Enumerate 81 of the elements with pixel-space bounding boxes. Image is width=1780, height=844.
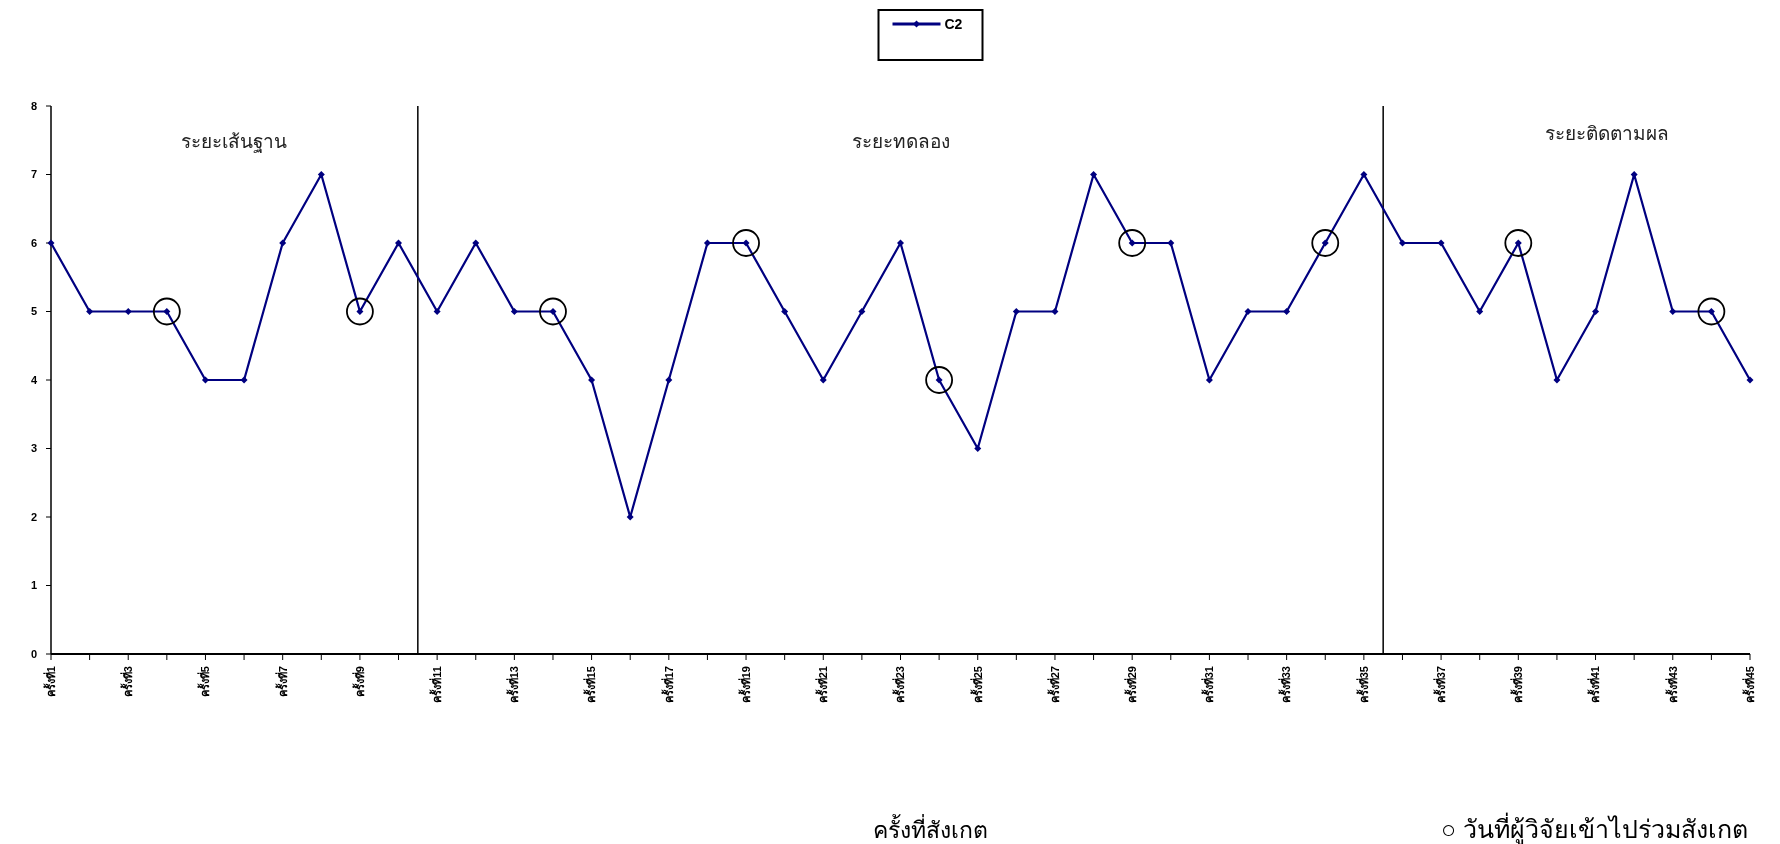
point [1437, 239, 1445, 247]
x-tick-label: ครั้งที่27 [1046, 666, 1061, 704]
y-tick-label: 4 [30, 373, 38, 386]
x-tick-label: ครั้งที่1 [42, 666, 57, 698]
point [86, 308, 94, 315]
y-tick-label: 1 [30, 579, 37, 592]
point [703, 239, 711, 247]
y-tick-label: 7 [30, 168, 37, 181]
x-tick-label: ครั้งที่39 [1510, 666, 1525, 704]
x-tick-label: ครั้งที่7 [274, 666, 289, 698]
point [1283, 308, 1291, 315]
y-tick-label: 5 [30, 305, 37, 318]
point [510, 308, 518, 315]
point [1630, 171, 1638, 178]
point [781, 308, 789, 315]
point [974, 445, 982, 452]
x-tick-label: ครั้งที่9 [351, 666, 366, 698]
point [1118, 229, 1147, 257]
x-tick-label: ครั้งที่41 [1587, 666, 1602, 704]
x-tick-label: ครั้งที่37 [1432, 666, 1447, 704]
text: ○ วันที่ผู้วิจัยเข้าไปร่วมสังเกต [1440, 812, 1748, 844]
y-tick-label: 3 [30, 442, 37, 455]
x-tick-label: ครั้งที่5 [197, 666, 212, 698]
point [1311, 229, 1340, 257]
x-axis-title: ครั้งที่สังเกต [873, 814, 988, 843]
point [472, 239, 480, 247]
x-tick-label: ครั้งที่23 [892, 666, 907, 704]
x-tick-label: ครั้งที่21 [815, 666, 830, 704]
point [1360, 171, 1368, 178]
point [1746, 376, 1754, 384]
point [1476, 308, 1484, 315]
point [201, 376, 209, 384]
point [925, 366, 954, 394]
point [124, 308, 132, 315]
x-tick-label: ครั้งที่25 [969, 666, 984, 704]
point [279, 239, 287, 247]
point [1167, 239, 1175, 247]
point [1592, 308, 1600, 315]
point [1244, 308, 1252, 315]
x-tick-label: ครั้งที่19 [737, 666, 752, 704]
x-tick-label: ครั้งที่43 [1664, 666, 1679, 704]
point [152, 297, 181, 326]
y-tick-label: 0 [30, 647, 37, 660]
point [858, 308, 866, 315]
x-tick-label: ครั้งที่33 [1278, 666, 1293, 704]
y-tick-label: 6 [30, 236, 37, 249]
annotation: ระยะติดตามผล [1544, 123, 1669, 144]
x-tick-label: ครั้งที่15 [583, 666, 598, 704]
annotation: ระยะเส้นฐาน [181, 131, 288, 153]
x-tick-label: ครั้งที่35 [1355, 666, 1370, 704]
x-tick-label: ครั้งที่29 [1124, 666, 1139, 704]
legend-label: C2 [944, 15, 963, 32]
point [1697, 297, 1726, 326]
point [317, 171, 325, 178]
point [1090, 171, 1098, 178]
x-tick-label: ครั้งที่3 [120, 666, 135, 698]
point [1051, 308, 1059, 315]
point [395, 239, 403, 247]
point [1553, 376, 1561, 384]
point [1669, 308, 1677, 315]
x-tick-label: ครั้งที่45 [1741, 666, 1756, 704]
point [819, 376, 827, 384]
x-tick-label: ครั้งที่31 [1201, 666, 1216, 704]
y-tick-label: 2 [30, 510, 37, 523]
point [346, 297, 374, 326]
point [1205, 376, 1213, 384]
point [665, 376, 673, 384]
annotation: ระยะทดลอง [851, 131, 950, 152]
point [1012, 308, 1020, 315]
x-tick-label: ครั้งที่17 [660, 666, 675, 704]
point [240, 376, 248, 384]
point [433, 308, 441, 315]
point [1504, 229, 1533, 257]
x-tick-label: ครั้งที่11 [428, 666, 443, 703]
x-tick-label: ครั้งที่13 [506, 666, 521, 704]
point [1398, 239, 1406, 247]
point [588, 376, 596, 384]
point [897, 239, 904, 247]
y-tick-label: 8 [30, 99, 37, 112]
point [732, 229, 760, 257]
point [539, 297, 567, 326]
